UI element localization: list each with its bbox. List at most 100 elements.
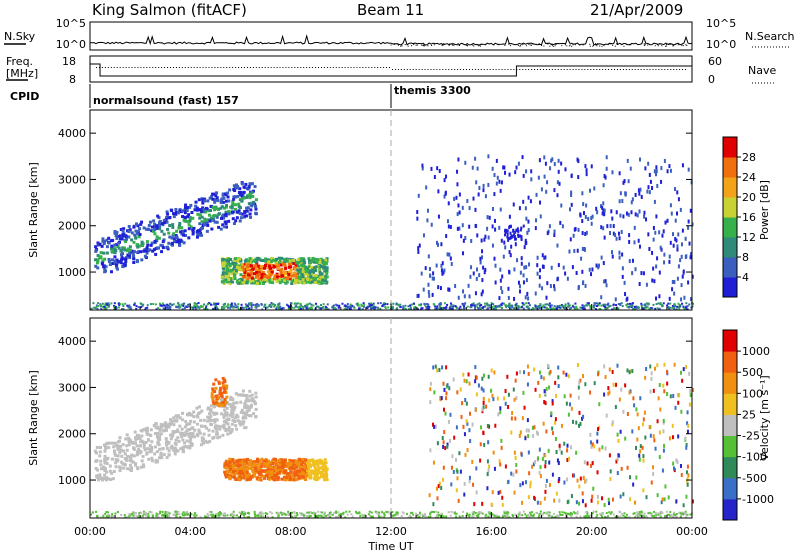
power-cell bbox=[183, 303, 185, 305]
velocity-cell bbox=[181, 438, 184, 441]
power-cell bbox=[314, 281, 317, 284]
velocity-cell bbox=[106, 423, 109, 426]
power-cell bbox=[307, 303, 309, 305]
freq-tick-low: 8 bbox=[69, 73, 76, 86]
power-cell bbox=[543, 155, 545, 159]
power-cell bbox=[644, 303, 646, 305]
power-cell bbox=[162, 246, 165, 249]
power-cell bbox=[466, 199, 468, 203]
power-cell bbox=[573, 249, 575, 253]
nave-dot bbox=[534, 69, 535, 70]
power-cell bbox=[177, 239, 180, 242]
power-cell bbox=[124, 258, 127, 261]
velocity-cell bbox=[167, 461, 170, 464]
power-cell bbox=[464, 303, 466, 305]
power-cell bbox=[201, 220, 204, 223]
power-cell bbox=[511, 306, 513, 308]
power-cell bbox=[642, 308, 644, 310]
velocity-cell bbox=[175, 420, 178, 423]
velocity-cell bbox=[206, 399, 209, 402]
nave-dot bbox=[134, 67, 135, 68]
nave-dot bbox=[632, 69, 633, 70]
power-cell bbox=[146, 243, 149, 246]
power-cell bbox=[102, 224, 105, 227]
velocity-cell bbox=[247, 432, 250, 435]
power-cell bbox=[94, 245, 97, 248]
power-cell bbox=[218, 212, 221, 215]
velocity-cell bbox=[184, 431, 187, 434]
power-cell bbox=[239, 234, 242, 237]
power-cell bbox=[122, 233, 125, 236]
nave-dot bbox=[312, 67, 313, 68]
power-cell bbox=[400, 306, 402, 308]
nave-dot bbox=[208, 67, 209, 68]
power-cell bbox=[539, 284, 541, 288]
power-cell bbox=[102, 252, 105, 255]
velocity-cell bbox=[103, 474, 106, 477]
power-cell bbox=[445, 306, 447, 308]
nave-dot bbox=[185, 67, 186, 68]
velocity-cell bbox=[147, 458, 150, 461]
power-cell bbox=[456, 170, 458, 174]
nave-dot bbox=[599, 69, 600, 70]
power-cell bbox=[177, 227, 180, 230]
power-cell bbox=[157, 207, 160, 210]
power-cell bbox=[513, 203, 515, 207]
velocity-cell bbox=[118, 476, 121, 479]
power-cell bbox=[685, 237, 687, 241]
power-cell bbox=[245, 207, 248, 210]
power-cell bbox=[263, 267, 266, 270]
power-cell bbox=[153, 263, 156, 266]
nave-dot bbox=[478, 69, 479, 70]
velocity-cell bbox=[205, 448, 208, 451]
power-cell bbox=[255, 198, 258, 201]
power-cell bbox=[611, 170, 613, 174]
velocity-cell bbox=[178, 425, 181, 428]
power-cell bbox=[240, 200, 243, 203]
noise-dot bbox=[497, 44, 498, 45]
power-cell bbox=[198, 306, 200, 308]
power-cell bbox=[156, 193, 159, 196]
power-cell bbox=[492, 224, 494, 228]
power-cell bbox=[114, 249, 117, 252]
power-cell bbox=[526, 306, 528, 308]
velocity-cell bbox=[254, 446, 257, 449]
power-cell bbox=[449, 307, 451, 309]
noise-dot bbox=[647, 44, 648, 45]
power-cell bbox=[535, 292, 537, 296]
velocity-cell bbox=[238, 422, 241, 425]
nave-dot bbox=[558, 69, 559, 70]
power-cell bbox=[255, 239, 258, 242]
power-cell bbox=[680, 297, 682, 301]
power-cell bbox=[136, 243, 139, 246]
power-cell bbox=[213, 208, 216, 211]
power-cell bbox=[474, 157, 476, 161]
power-cell bbox=[303, 265, 306, 268]
power-cell bbox=[165, 255, 168, 258]
power-cell bbox=[690, 255, 692, 259]
power-cell bbox=[161, 206, 164, 209]
power-cell bbox=[222, 281, 225, 284]
power-cell bbox=[119, 186, 122, 189]
nave-dot bbox=[484, 69, 485, 70]
power-cell bbox=[678, 264, 680, 268]
nave-dot bbox=[155, 67, 156, 68]
power-cell bbox=[439, 308, 441, 310]
power-cell bbox=[478, 192, 480, 196]
noise-dot bbox=[504, 45, 505, 46]
power-cell bbox=[135, 222, 138, 225]
velocity-cell bbox=[198, 411, 201, 414]
power-cell bbox=[267, 306, 269, 308]
power-cell bbox=[688, 220, 690, 224]
power-cell bbox=[162, 200, 165, 203]
power-cell bbox=[544, 255, 546, 259]
power-cell bbox=[99, 243, 102, 246]
power-cell bbox=[178, 244, 181, 247]
noise-dot bbox=[431, 45, 432, 46]
power-cell bbox=[469, 206, 471, 210]
power-cell bbox=[521, 262, 523, 266]
power-cell bbox=[624, 191, 626, 195]
power-cell bbox=[396, 308, 398, 310]
power-cell bbox=[539, 201, 541, 205]
velocity-cell bbox=[193, 398, 196, 401]
